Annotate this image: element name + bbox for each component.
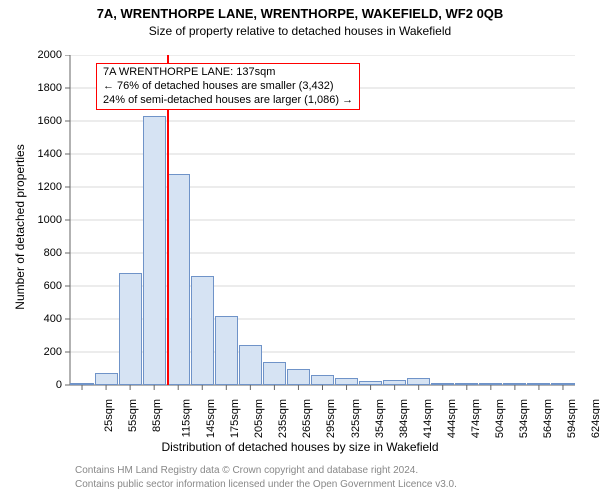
- x-tick-label: 85sqm: [151, 399, 163, 432]
- x-tick-label: 444sqm: [446, 399, 458, 438]
- x-tick-label: 235sqm: [277, 399, 289, 438]
- bar: [191, 276, 214, 385]
- x-tick-label: 325sqm: [350, 399, 362, 438]
- x-tick-label: 295sqm: [326, 399, 338, 438]
- y-tick-label: 600: [12, 280, 62, 292]
- chart-title: 7A, WRENTHORPE LANE, WRENTHORPE, WAKEFIE…: [0, 6, 600, 21]
- bar: [527, 383, 550, 385]
- y-tick-label: 0: [12, 379, 62, 391]
- x-tick-label: 474sqm: [470, 399, 482, 438]
- x-tick-label: 205sqm: [253, 399, 265, 438]
- bar: [311, 375, 334, 385]
- x-axis-label: Distribution of detached houses by size …: [0, 440, 600, 454]
- bar: [167, 174, 190, 385]
- credit-line-2: Contains public sector information licen…: [75, 479, 457, 490]
- x-tick-label: 55sqm: [127, 399, 139, 432]
- annotation-line-1: 7A WRENTHORPE LANE: 137sqm: [103, 66, 353, 80]
- x-tick-label: 115sqm: [180, 399, 192, 437]
- annotation-box: 7A WRENTHORPE LANE: 137sqm ← 76% of deta…: [96, 63, 360, 110]
- bar: [383, 380, 406, 385]
- y-tick-label: 1200: [12, 181, 62, 193]
- x-tick-label: 354sqm: [374, 399, 386, 438]
- x-tick-label: 564sqm: [542, 399, 554, 438]
- annotation-line-3: 24% of semi-detached houses are larger (…: [103, 94, 353, 108]
- bar: [263, 362, 286, 385]
- y-tick-label: 1600: [12, 115, 62, 127]
- plot-area: 7A WRENTHORPE LANE: 137sqm ← 76% of deta…: [70, 55, 575, 385]
- bar: [215, 316, 238, 385]
- y-tick-label: 1400: [12, 148, 62, 160]
- x-tick-label: 504sqm: [494, 399, 506, 438]
- y-tick-label: 1800: [12, 82, 62, 94]
- x-tick-label: 145sqm: [205, 399, 217, 438]
- chart-subtitle: Size of property relative to detached ho…: [0, 24, 600, 38]
- x-tick-label: 384sqm: [398, 399, 410, 438]
- bar: [287, 369, 310, 385]
- bar: [359, 381, 382, 385]
- bar: [335, 378, 358, 385]
- y-tick-label: 1000: [12, 214, 62, 226]
- x-tick-label: 534sqm: [518, 399, 530, 438]
- x-tick-label: 265sqm: [302, 399, 314, 438]
- bar: [95, 373, 118, 385]
- bar: [503, 383, 526, 385]
- bar: [551, 383, 574, 385]
- x-tick-label: 25sqm: [103, 399, 115, 432]
- bar: [431, 383, 454, 385]
- y-tick-label: 2000: [12, 49, 62, 61]
- bar: [143, 116, 166, 385]
- x-tick-label: 594sqm: [566, 399, 578, 438]
- annotation-line-2: ← 76% of detached houses are smaller (3,…: [103, 80, 353, 94]
- bar: [239, 345, 262, 385]
- bar: [119, 273, 142, 385]
- x-tick-label: 175sqm: [229, 399, 241, 438]
- bar: [455, 383, 478, 385]
- bar: [479, 383, 502, 385]
- x-tick-label: 624sqm: [590, 399, 600, 438]
- y-tick-label: 400: [12, 313, 62, 325]
- credit-line-1: Contains HM Land Registry data © Crown c…: [75, 465, 418, 476]
- bar: [70, 383, 93, 385]
- y-tick-label: 200: [12, 346, 62, 358]
- y-tick-label: 800: [12, 247, 62, 259]
- bar: [407, 378, 430, 385]
- x-tick-label: 414sqm: [422, 399, 434, 438]
- y-axis-label: Number of detached properties: [13, 107, 27, 347]
